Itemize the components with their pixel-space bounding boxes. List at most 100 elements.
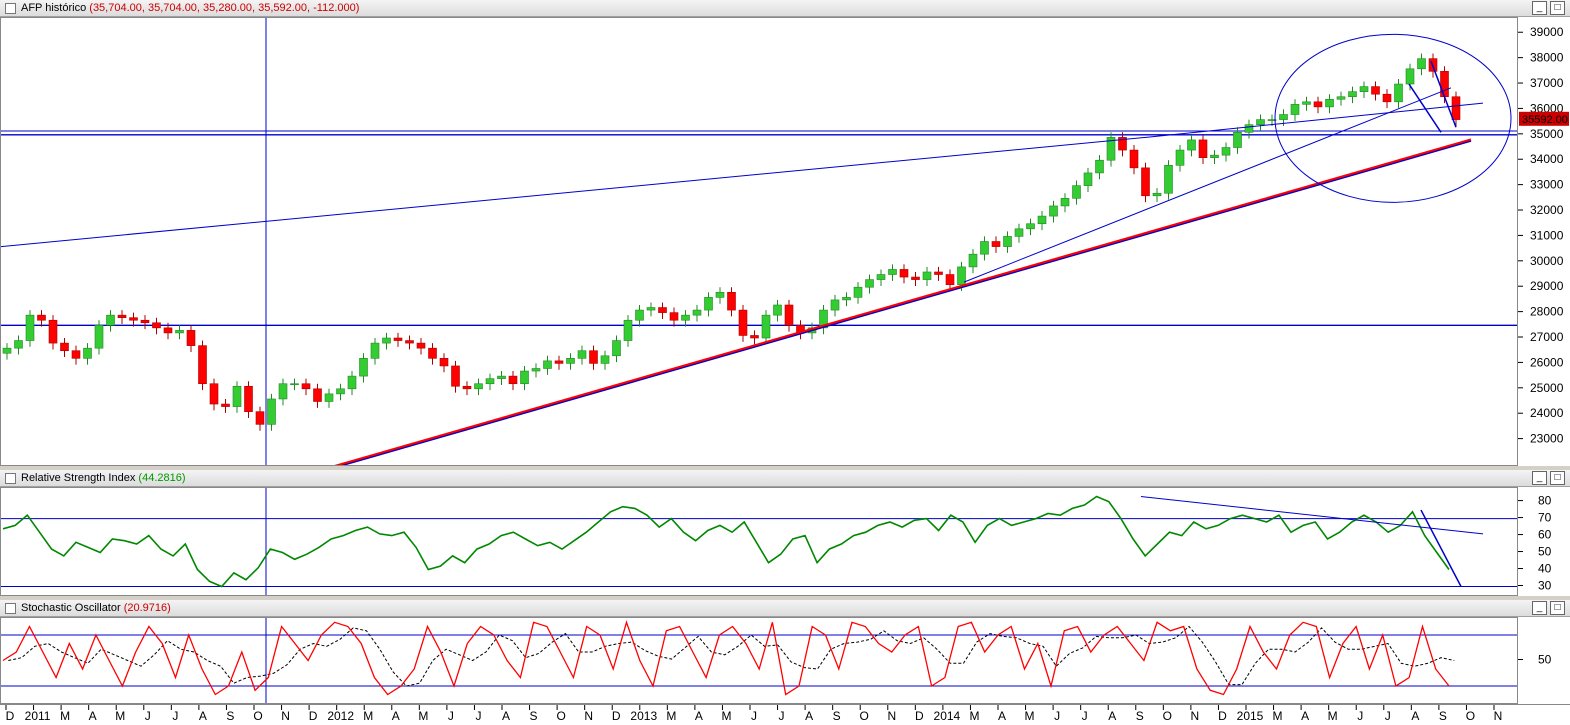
- x-tick-label: A: [502, 709, 510, 723]
- price-plot[interactable]: [0, 17, 1518, 466]
- stoch-panel-value: (20.9716): [123, 602, 171, 614]
- candle-up: [1026, 223, 1035, 230]
- candle-up: [1014, 228, 1024, 237]
- candle-up: [1233, 131, 1242, 148]
- x-tick-label: M: [721, 709, 731, 723]
- y-tick-label: 30000: [1530, 254, 1564, 268]
- x-tick-label: S: [226, 709, 234, 723]
- candle-down: [393, 337, 403, 341]
- restore-button[interactable]: □: [1550, 471, 1565, 485]
- x-tick-label: J: [172, 709, 178, 723]
- x-tick-label: M: [1025, 709, 1035, 723]
- restore-button[interactable]: □: [1550, 1, 1565, 15]
- candle-up: [531, 368, 541, 372]
- stoch-panel-header: Stochastic Oscillator (20.9716) _ □: [0, 600, 1570, 617]
- x-tick-label: N: [887, 709, 896, 723]
- candle-up: [1279, 114, 1288, 120]
- candle-up: [232, 385, 242, 407]
- candle-up: [1164, 165, 1173, 194]
- highlight-circle: [1274, 33, 1512, 203]
- candle-up: [2, 347, 12, 354]
- x-tick-label: A: [998, 709, 1006, 723]
- x-tick-label: D: [915, 709, 924, 723]
- x-tick-label: S: [833, 709, 841, 723]
- trend-line: [963, 87, 1452, 283]
- x-tick-label: N: [281, 709, 290, 723]
- candle-down: [554, 360, 564, 364]
- candle-up: [1003, 236, 1012, 247]
- candle-down: [152, 322, 161, 329]
- y-tick-label: 34000: [1530, 152, 1564, 166]
- minimize-button[interactable]: _: [1532, 601, 1547, 615]
- candle-up: [497, 375, 506, 379]
- candle-down: [727, 291, 736, 311]
- price-panel-title: AFP histórico: [21, 2, 87, 14]
- rsi-line: [2, 495, 1450, 588]
- candle-down: [186, 330, 196, 346]
- candle-up: [876, 274, 886, 280]
- candle-up: [1325, 98, 1334, 108]
- candle-down: [991, 241, 1001, 247]
- candle-up: [1049, 205, 1058, 217]
- candle-up: [1417, 58, 1426, 70]
- candle-up: [830, 299, 840, 311]
- candle-up: [842, 297, 851, 301]
- x-tick-label: O: [860, 709, 869, 723]
- x-tick-label: J: [1385, 709, 1391, 723]
- candle-up: [612, 340, 621, 357]
- x-tick-label: D: [309, 709, 318, 723]
- minimize-button[interactable]: _: [1532, 471, 1547, 485]
- candle-up: [1210, 154, 1219, 158]
- x-tick-label: D: [612, 709, 621, 723]
- x-tick-label: N: [1191, 709, 1200, 723]
- candle-up: [1037, 215, 1047, 225]
- candle-down: [48, 319, 58, 344]
- x-tick-label: A: [805, 709, 813, 723]
- x-tick-label: M: [969, 709, 979, 723]
- x-tick-label: 2015: [1237, 709, 1264, 723]
- x-tick-label: J: [475, 709, 481, 723]
- rsi-plot[interactable]: [0, 487, 1518, 596]
- candle-up: [968, 253, 978, 268]
- y-tick-label: 32000: [1530, 203, 1564, 217]
- rsi-panel-value: (44.2816): [138, 472, 186, 484]
- y-tick-label: 37000: [1530, 76, 1564, 90]
- x-tick-label: A: [392, 709, 400, 723]
- candle-down: [451, 365, 460, 387]
- candle-up: [623, 319, 633, 341]
- candle-up: [290, 383, 299, 386]
- candle-up: [267, 398, 276, 425]
- candle-up: [347, 375, 357, 390]
- candle-up: [1302, 101, 1311, 105]
- candle-down: [416, 342, 426, 349]
- x-tick-label: M: [363, 709, 373, 723]
- last-price-marker: [1519, 111, 1569, 126]
- candle-down: [738, 309, 748, 336]
- stoch-chart: [1, 618, 1517, 703]
- stoch-k-line: [2, 620, 1450, 696]
- candle-up: [888, 269, 897, 275]
- x-tick-label: N: [1494, 709, 1503, 723]
- rsi-panel-header: Relative Strength Index (44.2816) _ □: [0, 470, 1570, 487]
- y-tick-label: 30: [1538, 579, 1552, 593]
- candle-up: [600, 355, 610, 364]
- candle-up: [980, 241, 989, 255]
- rsi-panel-title: Relative Strength Index: [21, 472, 136, 484]
- x-tick-label: A: [199, 709, 207, 723]
- candle-down: [60, 342, 69, 352]
- candle-down: [934, 271, 943, 275]
- candle-down: [301, 383, 311, 390]
- candle-up: [577, 350, 587, 359]
- restore-button[interactable]: □: [1550, 601, 1565, 615]
- candle-up: [106, 314, 115, 326]
- y-tick-label: 25000: [1530, 381, 1564, 395]
- candle-up: [1244, 124, 1254, 133]
- stoch-plot[interactable]: [0, 617, 1518, 704]
- support-line-red: [334, 138, 1472, 465]
- candle-up: [1175, 149, 1185, 166]
- candle-up: [1394, 83, 1403, 103]
- minimize-button[interactable]: _: [1532, 1, 1547, 15]
- x-tick-label: O: [1163, 709, 1172, 723]
- panel-icon: [5, 473, 16, 484]
- candle-up: [957, 266, 966, 285]
